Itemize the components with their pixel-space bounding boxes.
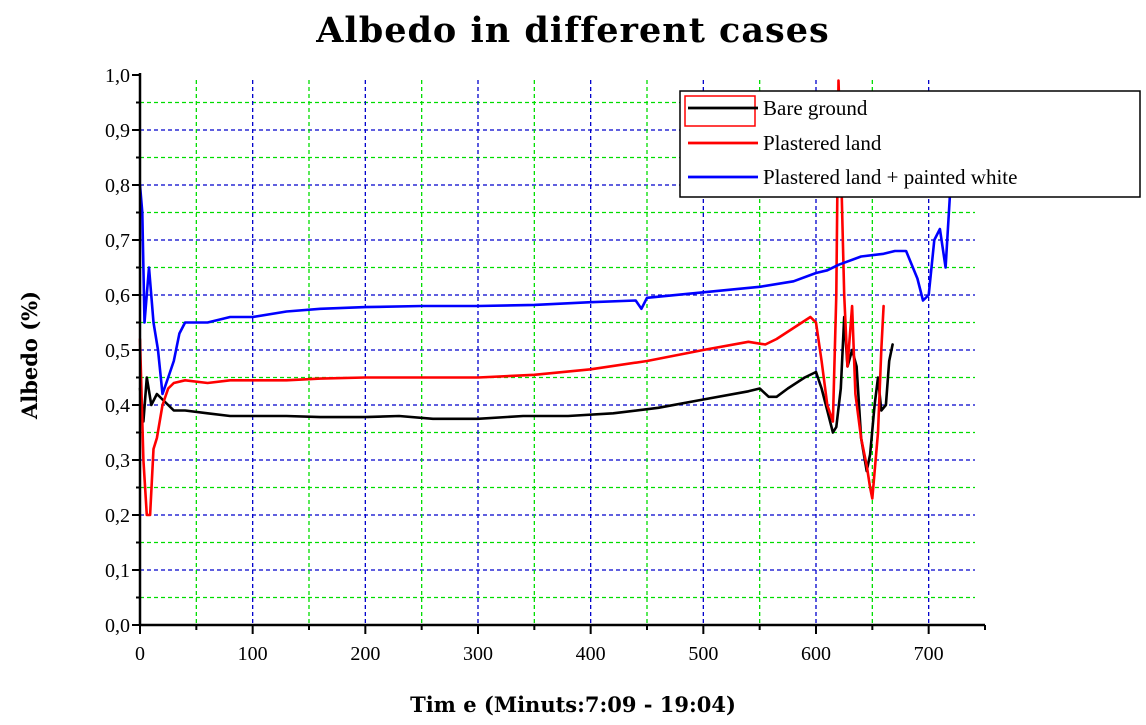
legend-label-3: Plastered land + painted white	[763, 165, 1017, 189]
y-tick-label: 0,2	[105, 505, 130, 527]
y-axis-label: Albedo (%)	[17, 291, 42, 420]
y-tick-label: 0,4	[105, 395, 130, 417]
x-tick-label: 700	[914, 643, 944, 665]
x-tick-label: 0	[135, 643, 145, 665]
x-tick-label: 100	[238, 643, 268, 665]
x-axis-label: Tim e (Minuts:7:09 - 19:04)	[410, 692, 736, 717]
series-line-2	[138, 79, 885, 517]
y-tick-label: 0,6	[105, 285, 130, 307]
legend-highlight-box	[684, 95, 756, 127]
y-tick-label: 1,0	[105, 65, 130, 87]
chart-title: Albedo in different cases	[315, 10, 829, 51]
tick-labels: 0,0 0,1 0,2 0,3 0,4 0,5 0,6 0,7 0,8 0,9 1,0 0 100 200…	[105, 65, 944, 665]
y-tick-label: 0,3	[105, 450, 130, 472]
y-tick-label: 0,7	[105, 230, 130, 252]
x-tick-label: 300	[463, 643, 493, 665]
series-layer	[138, 79, 953, 517]
x-tick-label: 500	[688, 643, 718, 665]
x-tick-label: 400	[576, 643, 606, 665]
y-tick-label: 0,0	[105, 615, 130, 637]
legend: Bare ground Plastered land Plastered land …	[679, 90, 1141, 198]
x-tick-label: 600	[801, 643, 831, 665]
series-line-3	[138, 172, 953, 396]
y-tick-label: 0,8	[105, 175, 130, 197]
axes	[132, 73, 986, 634]
x-tick-label: 200	[350, 643, 380, 665]
legend-label-1: Bare ground	[763, 96, 868, 120]
y-tick-label: 0,9	[105, 120, 130, 142]
y-tick-label: 0,5	[105, 340, 130, 362]
y-tick-label: 0,1	[105, 560, 130, 582]
legend-label-2: Plastered land	[763, 131, 882, 155]
